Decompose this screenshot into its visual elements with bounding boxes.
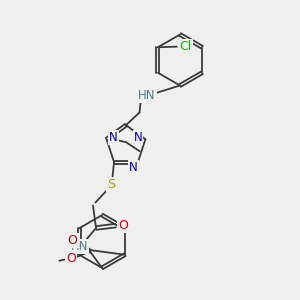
Text: N: N bbox=[129, 161, 138, 174]
Text: S: S bbox=[107, 178, 115, 191]
Text: Cl: Cl bbox=[180, 40, 192, 53]
Text: N: N bbox=[134, 131, 142, 144]
Text: O: O bbox=[118, 219, 128, 232]
Text: O: O bbox=[66, 251, 76, 265]
Text: O: O bbox=[68, 233, 77, 247]
Text: HN: HN bbox=[71, 240, 88, 253]
Text: HN: HN bbox=[138, 89, 156, 103]
Text: N: N bbox=[109, 131, 118, 144]
